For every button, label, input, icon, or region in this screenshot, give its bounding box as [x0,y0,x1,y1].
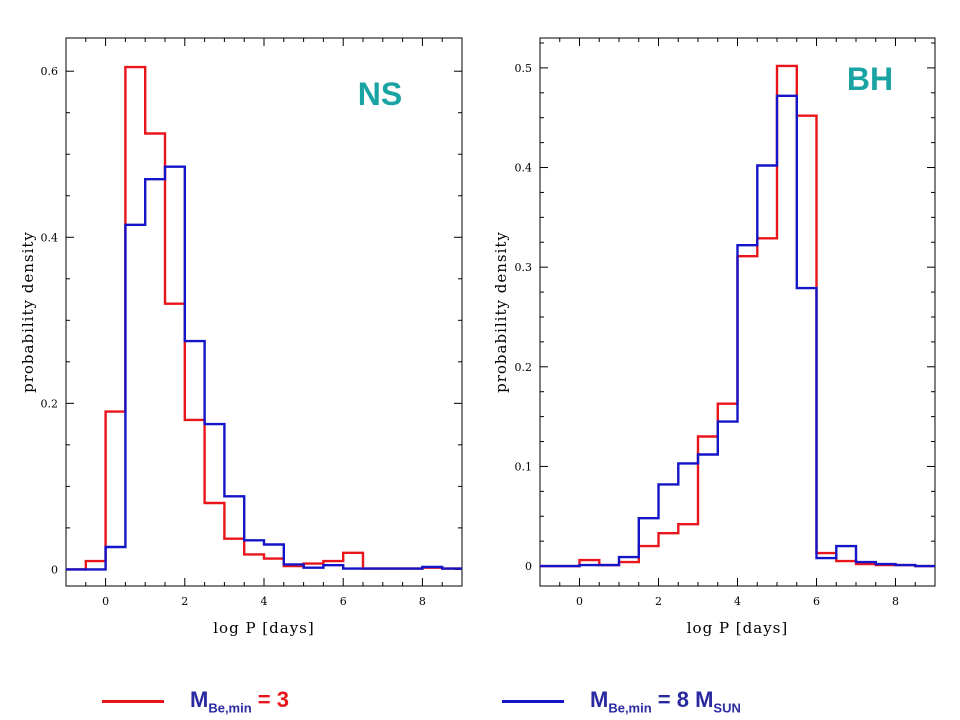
y-tick-label: 0.1 [515,460,533,473]
y-tick-label: 0.3 [515,261,533,274]
x-tick-label: 4 [261,595,268,608]
panel-ns: 0 2 4 6 8 0 0.2 0.4 0.6 log P [days] probability d… [19,37,463,637]
y-tick-label: 0 [51,563,58,576]
histogram-blue-series [540,94,935,568]
y-tick-label: 0.2 [41,397,59,410]
legend-swatch-blue [502,699,564,703]
y-axis-label: probability density [19,231,37,393]
legend-item-red: MBe,min = 3 [102,686,289,716]
y-tick-label: 0 [525,560,532,573]
x-tick-label: 6 [813,595,820,608]
x-axis-label: log P [days] [687,619,788,637]
y-axis-label: probability density [492,231,510,393]
x-tick-label: 8 [892,595,899,608]
panel-bh: 0 2 4 6 8 0 0.1 0.2 0.3 0.4 0.5 log P [days] probabi… [492,37,936,637]
x-tick-label: 2 [181,595,188,608]
panel-tag: BH [847,61,893,97]
x-tick-label: 8 [419,595,426,608]
x-tick-label: 6 [340,595,347,608]
x-tick-label: 0 [102,595,109,608]
panel-tag: NS [358,76,402,112]
y-tick-label: 0.4 [515,162,533,175]
y-tick-label: 0.4 [41,231,59,244]
legend-item-blue: MBe,min = 8 MSUN [502,686,741,716]
x-tick-label: 0 [576,595,583,608]
legend-swatch-red [102,699,164,703]
histogram-blue-series [66,165,462,571]
y-tick-label: 0.2 [515,361,533,374]
x-tick-label: 4 [734,595,741,608]
legend-label-blue: MBe,min = 8 MSUN [590,686,741,716]
x-tick-label: 2 [655,595,662,608]
y-tick-label: 0.5 [515,62,533,75]
legend-label-red: MBe,min = 3 [190,686,289,716]
y-tick-label: 0.6 [41,65,59,78]
x-axis-label: log P [days] [213,619,314,637]
